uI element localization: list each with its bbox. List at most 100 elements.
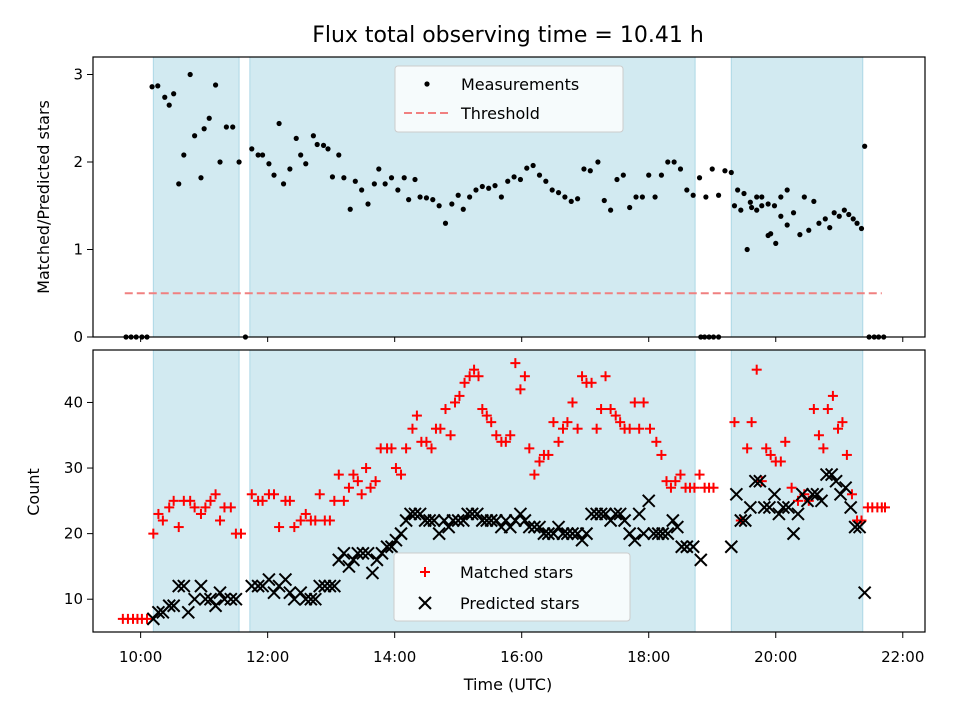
matched-star-marker bbox=[548, 417, 559, 428]
predicted-star-marker bbox=[308, 592, 322, 606]
measurement-point bbox=[187, 71, 193, 78]
predicted-star-marker bbox=[318, 579, 332, 593]
matched-star-marker bbox=[879, 502, 890, 513]
measurement-point bbox=[568, 198, 574, 204]
matched-star-marker bbox=[661, 476, 672, 487]
predicted-star-marker bbox=[776, 500, 791, 515]
matched-star-marker bbox=[746, 417, 757, 428]
matched-star-marker bbox=[491, 430, 502, 441]
measurement-point bbox=[201, 126, 207, 132]
predicted-star-marker bbox=[293, 585, 308, 600]
matched-star-marker bbox=[665, 482, 676, 493]
matched-star-marker bbox=[837, 417, 848, 428]
predicted-star-marker bbox=[399, 513, 413, 528]
matched-star-marker bbox=[751, 364, 762, 375]
top-ticks: 0 1 2 3 bbox=[73, 66, 904, 346]
measurement-point bbox=[352, 178, 358, 184]
predicted-star-marker bbox=[380, 540, 394, 554]
measurement-point bbox=[505, 178, 511, 184]
top-legend-box bbox=[394, 65, 624, 133]
predicted-star-marker bbox=[432, 526, 446, 541]
measurement-point bbox=[633, 194, 639, 200]
matched-star-marker bbox=[274, 522, 285, 533]
bottom-panel: 10 20 30 40 10:00 12:00 14:00 16:00 18:00 20:00 22… bbox=[24, 349, 926, 694]
measurement-point bbox=[696, 175, 703, 181]
measurement-point bbox=[658, 172, 665, 178]
predicted-star-marker bbox=[556, 526, 570, 541]
measurement-point bbox=[562, 194, 568, 200]
measurement-point bbox=[806, 227, 812, 233]
matched-star-marker bbox=[605, 404, 616, 415]
measurement-point bbox=[511, 174, 517, 180]
predicted-star-marker bbox=[800, 494, 815, 508]
predicted-star-marker bbox=[518, 513, 532, 528]
predicted-star-marker bbox=[384, 540, 399, 554]
predicted-star-marker bbox=[370, 553, 384, 567]
measurement-point bbox=[341, 175, 347, 181]
measurement-point bbox=[555, 190, 562, 196]
predicted-star-marker bbox=[661, 526, 675, 541]
bottom-legend: Matched stars Predicted stars bbox=[393, 552, 631, 622]
measurement-point bbox=[388, 175, 395, 181]
measurement-point bbox=[595, 159, 601, 165]
measurement-point bbox=[223, 124, 229, 130]
measurement-point bbox=[176, 181, 182, 187]
measurement-point bbox=[498, 194, 504, 200]
matched-star-marker bbox=[596, 404, 607, 415]
measurement-point bbox=[162, 94, 168, 100]
matched-star-marker bbox=[464, 371, 475, 382]
measurement-point bbox=[841, 207, 847, 213]
matched-star-marker bbox=[390, 463, 401, 474]
top-y-axis-label: Matched/Predicted stars bbox=[34, 100, 53, 294]
matched-star-marker bbox=[510, 358, 521, 369]
predicted-star-marker bbox=[413, 507, 427, 521]
matched-star-marker bbox=[473, 371, 484, 382]
measurement-point bbox=[652, 194, 658, 200]
measurement-point bbox=[298, 152, 304, 158]
measurement-point bbox=[517, 176, 524, 183]
predicted-star-marker bbox=[575, 533, 589, 547]
measurement-point bbox=[371, 181, 377, 187]
matched-star-marker bbox=[765, 449, 776, 460]
predicted-star-marker bbox=[342, 559, 356, 574]
matched-star-marker bbox=[210, 489, 221, 500]
matched-star-marker bbox=[284, 495, 295, 506]
measurement-point bbox=[259, 152, 266, 158]
predicted-star-marker bbox=[824, 467, 839, 482]
matched-star-marker bbox=[761, 443, 772, 454]
matched-star-marker bbox=[407, 423, 418, 434]
matched-star-marker bbox=[481, 410, 492, 421]
matched-star-marker bbox=[827, 390, 838, 401]
predicted-star-marker bbox=[791, 507, 805, 521]
matched-star-marker bbox=[310, 515, 321, 526]
matched-star-marker bbox=[295, 515, 306, 526]
predicted-star-marker bbox=[299, 592, 313, 606]
measurement-point bbox=[816, 220, 822, 226]
matched-star-marker bbox=[195, 508, 206, 519]
predicted-star-marker bbox=[781, 500, 796, 515]
top-y-tick-label: 2 bbox=[73, 153, 83, 171]
predicted-star-marker bbox=[446, 513, 460, 528]
matched-star-marker bbox=[370, 476, 381, 487]
matched-star-marker bbox=[529, 469, 540, 480]
predicted-star-marker bbox=[651, 526, 665, 541]
predicted-star-marker bbox=[346, 553, 361, 567]
bottom-y-tick-label: 20 bbox=[64, 525, 83, 543]
predicted-star-marker bbox=[304, 592, 318, 606]
matched-star-marker bbox=[591, 423, 602, 434]
measurement-point bbox=[581, 166, 587, 172]
predicted-star-marker bbox=[757, 500, 772, 515]
matched-star-marker bbox=[567, 397, 578, 408]
predicted-star-marker bbox=[203, 592, 218, 606]
predicted-star-marker bbox=[843, 500, 858, 515]
measurement-point bbox=[744, 246, 750, 253]
observing-window-band bbox=[152, 349, 240, 633]
matched-star-marker bbox=[324, 515, 335, 526]
matched-star-marker bbox=[469, 364, 480, 375]
matched-star-marker bbox=[185, 495, 196, 506]
predicted-star-marker bbox=[313, 579, 327, 593]
matched-star-marker bbox=[401, 443, 412, 454]
predicted-star-marker bbox=[408, 507, 422, 521]
matched-star-marker bbox=[543, 449, 554, 460]
matched-star-marker bbox=[553, 436, 564, 447]
